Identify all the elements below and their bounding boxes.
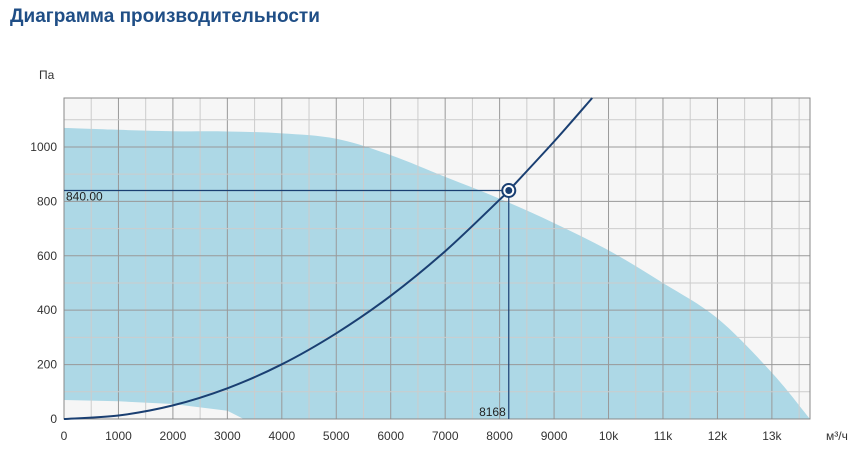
x-tick-label: 2000 [160,429,187,443]
x-tick-label: 11k [654,429,673,443]
plot-frame [63,97,811,420]
x-tick-label: 5000 [323,429,350,443]
x-tick-label: 13k [762,429,782,443]
operating-point-dot [505,186,513,194]
y-tick-label: 600 [37,249,57,263]
operating-range-area [64,127,810,420]
x-tick-label: 3000 [214,429,241,443]
operating-point-y-label: 840.00 [66,189,103,203]
x-axis-ticks: 0 1000 2000 3000 4000 5000 6000 7000 8000 9000 10k… [61,429,783,443]
operating-point-x-label: 8168 [479,405,506,419]
x-tick-label: 1000 [105,429,132,443]
operating-point-layer: 840.00 8168 [64,182,517,419]
page-title: Диаграмма производительности [10,6,320,27]
x-tick-label: 7000 [432,429,459,443]
x-tick-label: 4000 [268,429,295,443]
operating-range-layer [64,127,810,420]
y-axis-ticks: 0 200 400 600 800 1000 [30,140,57,426]
x-axis-unit: м³/ч [826,429,848,443]
x-tick-label: 12k [708,429,728,443]
y-tick-label: 0 [50,412,57,426]
x-tick-label: 9000 [541,429,568,443]
y-tick-label: 200 [37,358,57,372]
y-axis-unit: Па [39,68,55,82]
x-tick-label: 8000 [486,429,513,443]
y-tick-label: 1000 [30,140,57,154]
x-tick-label: 0 [61,429,68,443]
x-tick-label: 10k [599,429,619,443]
grid-layer [63,97,811,420]
y-tick-label: 400 [37,303,57,317]
y-tick-label: 800 [37,194,57,208]
x-tick-label: 6000 [377,429,404,443]
